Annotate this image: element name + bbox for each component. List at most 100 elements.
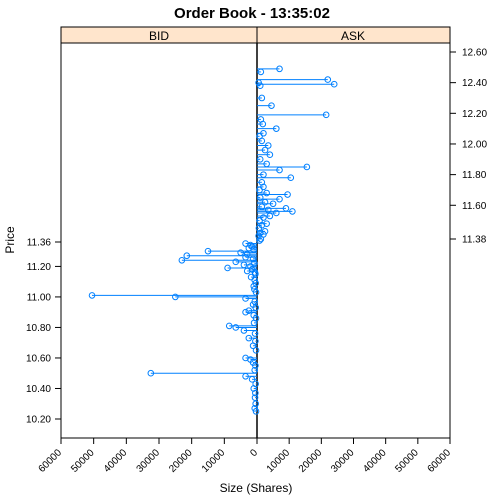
bid-point [251, 405, 259, 412]
data-marks [88, 65, 338, 415]
ask-point [260, 171, 267, 178]
ask-point [266, 151, 274, 158]
ask-strip-label: ASK [341, 29, 365, 43]
bid-y-axis: 10.20 10.40 10.60 10.80 11.00 11.20 11.36 [26, 238, 61, 426]
ask-point [287, 174, 295, 181]
x-tick-label: 50000 [393, 447, 421, 475]
bid-point [245, 307, 253, 314]
bid-point [88, 292, 96, 299]
x-tick-label: 40000 [361, 447, 389, 475]
bid-point [249, 342, 257, 350]
x-axis: 60000 50000 40000 30000 20000 10000 0 10000 2000… [37, 438, 454, 475]
bid-y-tick-label: 11.20 [27, 262, 52, 273]
bid-point [242, 295, 249, 302]
ask-y-tick-label: 11.38 [462, 235, 487, 246]
bid-point [242, 308, 249, 316]
bid-point [240, 327, 248, 334]
bid-point [243, 267, 251, 275]
ask-y-axis: 11.38 11.60 11.80 12.00 12.20 12.40 12.60 [450, 48, 487, 246]
ask-point [257, 116, 265, 123]
ask-point [330, 80, 338, 88]
ask-point [273, 209, 280, 217]
x-tick-label: 40000 [102, 447, 130, 475]
ask-point [276, 195, 283, 203]
bid-point [250, 282, 258, 290]
ask-point [263, 220, 270, 227]
ask-point [260, 129, 267, 137]
bid-point [245, 334, 253, 342]
ask-point [264, 142, 272, 149]
ask-y-tick-label: 12.00 [462, 139, 487, 150]
bid-point [252, 400, 259, 408]
bid-y-tick-label: 10.80 [26, 323, 51, 334]
x-tick-label: 20000 [167, 447, 195, 475]
x-tick-label: 60000 [37, 447, 65, 475]
ask-point [284, 191, 291, 198]
ask-point [261, 228, 269, 235]
ask-point [261, 146, 269, 154]
ask-point [268, 102, 275, 109]
x-tick-label: 20000 [297, 447, 325, 475]
ask-point [260, 214, 267, 221]
ask-y-tick-label: 11.60 [462, 201, 487, 212]
ask-y-tick-label: 12.60 [462, 48, 487, 59]
x-tick-label: 30000 [135, 447, 163, 475]
bid-point [252, 347, 260, 354]
bid-point [248, 376, 256, 383]
bid-point [204, 247, 212, 255]
x-tick-label: 10000 [265, 447, 293, 475]
ask-point [263, 189, 270, 197]
ask-panel [256, 42, 451, 439]
bid-point [252, 389, 259, 397]
bid-y-tick-label: 10.60 [26, 353, 51, 364]
x-tick-label: 60000 [426, 447, 454, 475]
bid-point [232, 258, 240, 266]
bid-y-tick-label: 10.40 [26, 384, 51, 395]
bid-point [225, 322, 233, 330]
ask-point [289, 208, 296, 215]
bid-point [251, 330, 259, 337]
ask-point [258, 94, 266, 102]
x-axis-label: Size (Shares) [220, 481, 293, 495]
bid-y-tick-label: 10.20 [26, 415, 51, 426]
bid-point [252, 408, 260, 415]
ask-point [263, 160, 270, 168]
ask-point [264, 206, 272, 214]
ask-y-tick-label: 12.40 [462, 78, 487, 89]
x-tick-label: 30000 [329, 447, 357, 475]
bid-strip-label: BID [149, 29, 169, 43]
ask-point [273, 125, 280, 132]
bid-point [251, 394, 259, 401]
ask-y-tick-label: 11.80 [462, 170, 487, 181]
ask-point [256, 155, 264, 163]
bid-point [250, 385, 258, 392]
ask-point [276, 65, 283, 73]
ask-point [256, 237, 263, 244]
bid-point [242, 372, 249, 380]
x-tick-label: 0 [248, 447, 260, 459]
bid-point [232, 324, 240, 331]
bid-point [172, 293, 179, 301]
ask-point [260, 183, 267, 191]
x-tick-label: 10000 [200, 447, 228, 475]
ask-point [258, 178, 266, 186]
ask-y-tick-label: 12.20 [462, 109, 487, 120]
bid-point [252, 362, 259, 369]
bid-point [224, 264, 231, 272]
ask-point [322, 111, 330, 119]
y-axis-label: Price [3, 226, 17, 254]
chart-title: Order Book - 13:35:02 [174, 5, 330, 22]
bid-point [147, 369, 155, 377]
bid-point [178, 257, 186, 264]
bid-y-tick-label: 11.36 [27, 238, 52, 249]
bid-point [251, 276, 259, 284]
bid-point [183, 252, 191, 260]
ask-point [282, 205, 290, 212]
bid-y-tick-label: 11.00 [27, 292, 52, 303]
ask-point [269, 200, 277, 208]
bid-panel [60, 42, 258, 439]
ask-point [303, 163, 311, 171]
x-tick-label: 50000 [69, 447, 97, 475]
ask-point [324, 76, 332, 83]
